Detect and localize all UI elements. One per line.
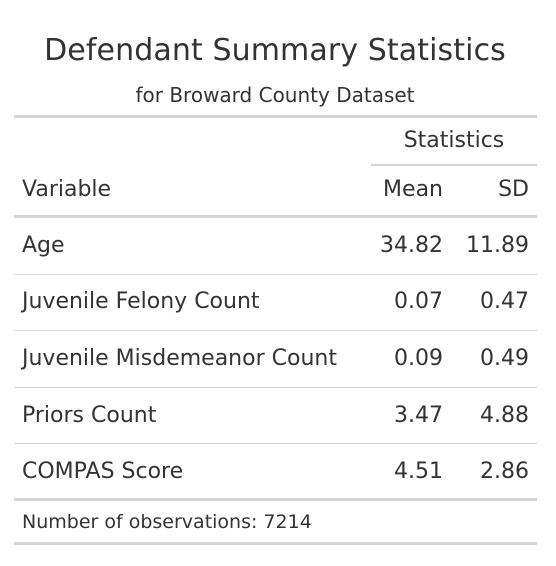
row-divider: [14, 330, 537, 331]
table-title: Defendant Summary Statistics: [44, 33, 506, 68]
row-sd: 0.49: [480, 346, 529, 371]
row-mean: 0.09: [394, 346, 443, 371]
table-bottom-rule: [14, 542, 537, 545]
row-mean: 3.47: [394, 403, 443, 428]
source-note: Number of observations: 7214: [22, 511, 312, 533]
spanner-rule: [371, 164, 537, 166]
row-divider: [14, 274, 537, 275]
row-mean: 0.07: [394, 289, 443, 314]
row-sd: 2.86: [480, 459, 529, 484]
row-variable: Priors Count: [22, 403, 157, 428]
row-variable: Age: [22, 233, 65, 258]
row-variable: Juvenile Felony Count: [22, 289, 260, 314]
row-divider: [14, 443, 537, 444]
row-divider: [14, 387, 537, 388]
row-mean: 4.51: [394, 459, 443, 484]
table-subtitle: for Broward County Dataset: [135, 83, 415, 107]
row-variable: Juvenile Misdemeanor Count: [22, 346, 337, 371]
row-mean: 34.82: [380, 233, 443, 258]
row-sd: 0.47: [480, 289, 529, 314]
column-header-variable: Variable: [22, 177, 112, 202]
column-header-sd: SD: [498, 177, 529, 202]
column-spanner: Statistics: [403, 128, 505, 153]
column-header-mean: Mean: [383, 177, 443, 202]
column-header-rule: [14, 215, 537, 218]
table-body-bottom-rule: [14, 498, 537, 501]
heading-bottom-rule: [14, 115, 537, 118]
row-variable: COMPAS Score: [22, 459, 184, 484]
row-sd: 4.88: [480, 403, 529, 428]
row-sd: 11.89: [466, 233, 529, 258]
